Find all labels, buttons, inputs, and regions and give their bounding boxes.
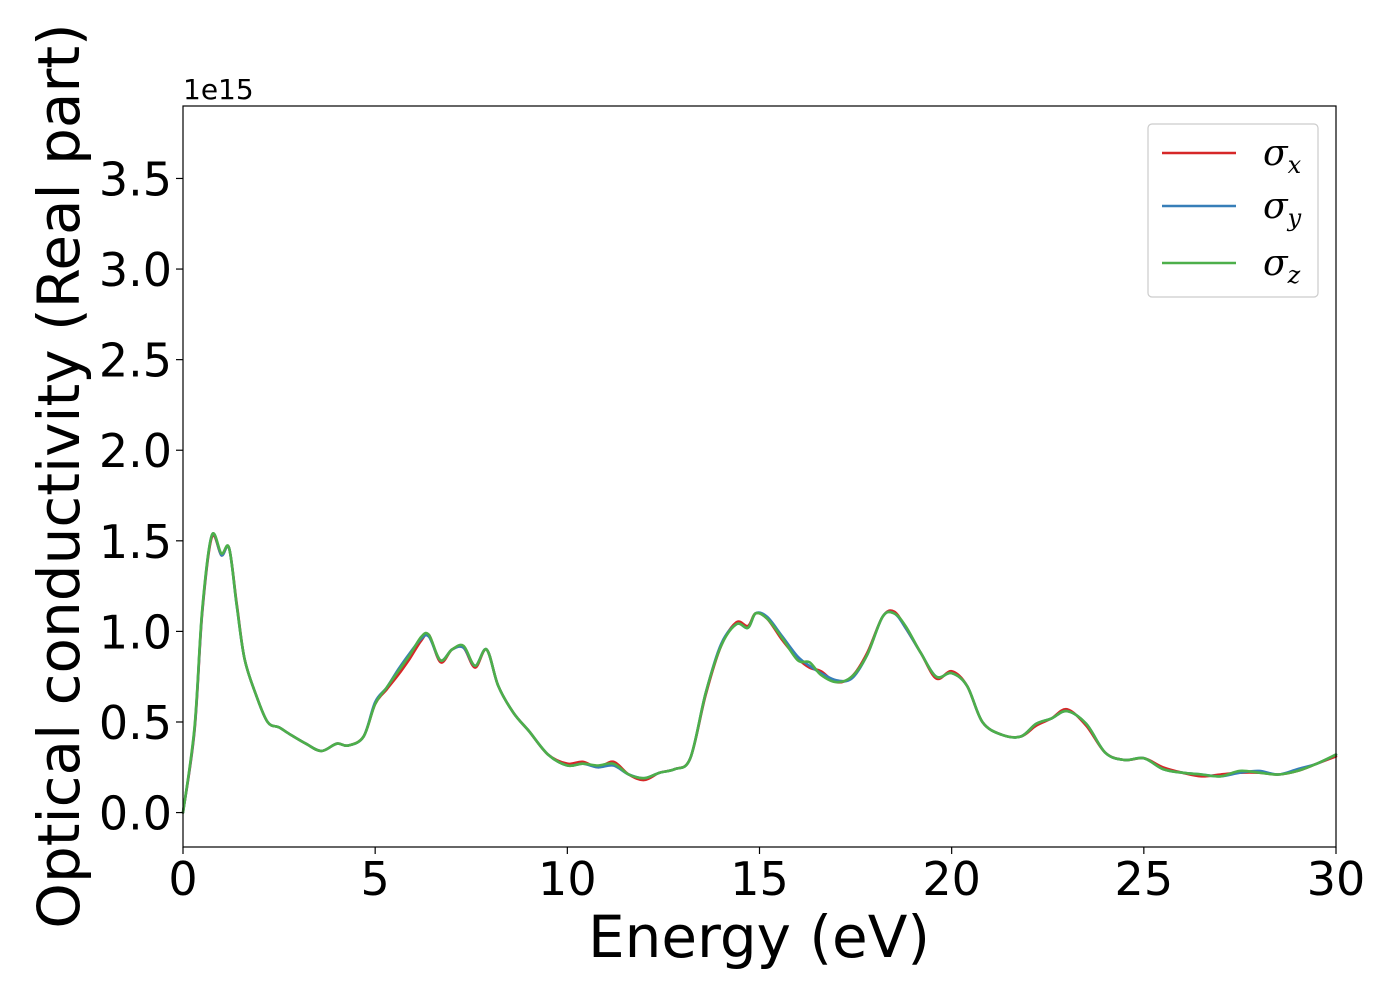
plot-background bbox=[183, 106, 1336, 847]
y-tick-label: 2.0 bbox=[99, 424, 172, 478]
y-tick-label: 2.5 bbox=[99, 334, 172, 388]
y-tick-label: 0.0 bbox=[99, 787, 172, 841]
legend-label-x: σx bbox=[1263, 133, 1302, 179]
series-line-z bbox=[181, 532, 1338, 814]
x-tick-label: 0 bbox=[168, 852, 197, 906]
y-tick-label: 1.5 bbox=[99, 515, 172, 569]
legend-label-y: σy bbox=[1263, 186, 1302, 232]
x-tick-label: 10 bbox=[538, 852, 597, 906]
y-tick-label: 0.5 bbox=[99, 696, 172, 750]
y-tick-label: 1.0 bbox=[99, 605, 172, 659]
y-tick-label: 3.5 bbox=[99, 152, 172, 206]
y-axis: 0.0 0.5 1.0 1.5 2.0 2.5 3.0 3.5 bbox=[99, 152, 183, 841]
series-layer bbox=[181, 532, 1338, 814]
x-tick-label: 5 bbox=[361, 852, 390, 906]
legend-box bbox=[1147, 123, 1319, 298]
x-tick-label: 25 bbox=[1115, 852, 1174, 906]
legend-label-z: σz bbox=[1263, 243, 1301, 289]
y-offset-label: 1e15 bbox=[183, 73, 254, 106]
x-axis-title: Energy (eV) bbox=[588, 903, 930, 971]
legend: σx σy σz bbox=[1147, 123, 1319, 298]
x-tick-label: 20 bbox=[922, 852, 981, 906]
x-tick-label: 30 bbox=[1307, 852, 1366, 906]
x-axis: 0 5 10 15 20 25 30 bbox=[168, 847, 1365, 906]
x-tick-label: 15 bbox=[730, 852, 789, 906]
y-axis-title: Optical conductivity (Real part) bbox=[25, 23, 93, 928]
y-tick-label: 3.0 bbox=[99, 243, 172, 297]
